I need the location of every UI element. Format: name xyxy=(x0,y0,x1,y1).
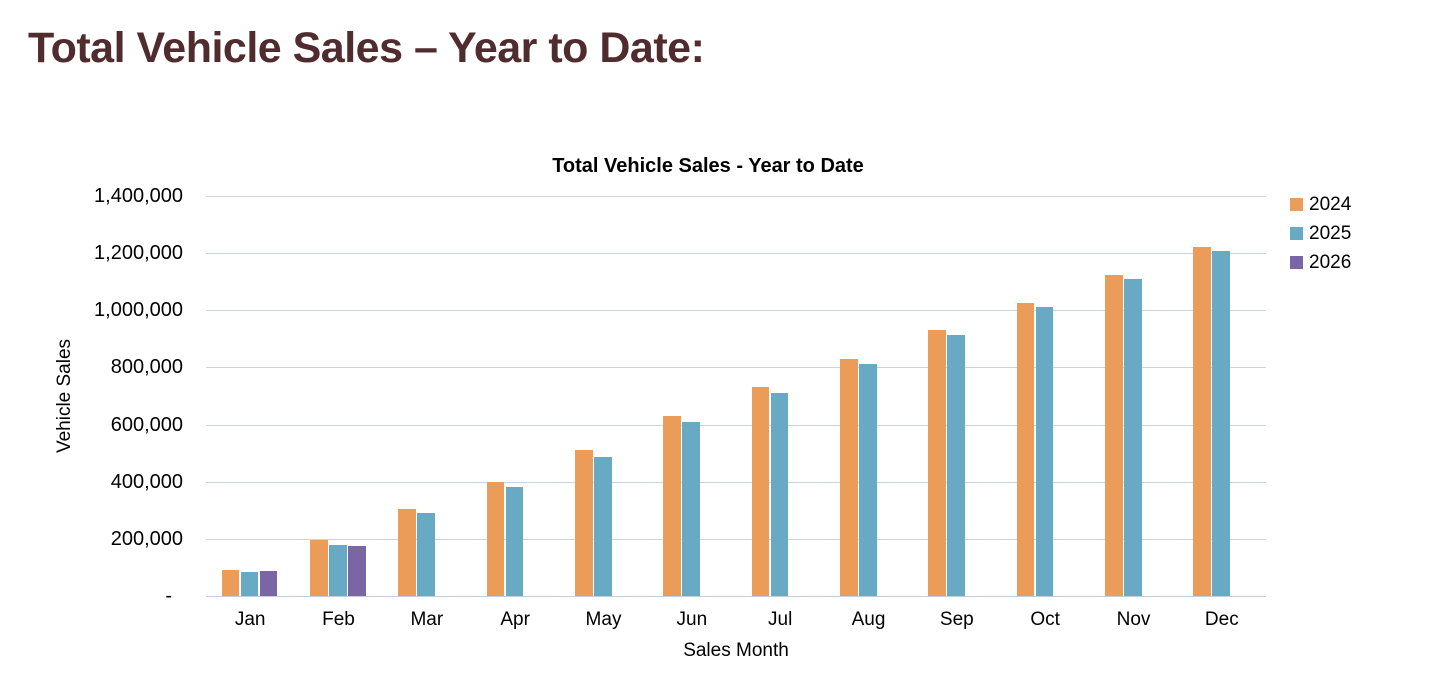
bar-2025-sep xyxy=(947,335,965,596)
x-tick-label-dec: Dec xyxy=(1204,609,1239,630)
bar-2024-aug xyxy=(840,359,858,596)
legend-label: 2026 xyxy=(1309,251,1352,273)
bar-2026-jan xyxy=(259,571,278,596)
x-tick-label-oct: Oct xyxy=(1030,609,1060,630)
y-gridline xyxy=(206,481,1266,483)
bar-2025-jul xyxy=(770,393,789,596)
x-tick-label-sep: Sep xyxy=(939,609,974,630)
legend: 2024 2025 2026 xyxy=(1290,194,1351,281)
bar-2025-jun xyxy=(682,422,700,596)
x-tick-label-jun: Jun xyxy=(676,609,708,630)
bar-2024-jun xyxy=(663,416,681,596)
y-tick-label: 1,400,000 xyxy=(94,185,183,207)
bar-2024-jul xyxy=(751,387,770,596)
x-tick-label-may: May xyxy=(585,609,622,630)
y-tick-label: 1,200,000 xyxy=(94,242,183,265)
y-gridline xyxy=(206,538,1266,540)
legend-swatch-icon xyxy=(1290,227,1303,240)
bar-2024-feb xyxy=(310,540,328,596)
legend-label: 2025 xyxy=(1309,222,1352,244)
legend-swatch-icon xyxy=(1290,198,1303,211)
bar-2024-may xyxy=(575,450,593,596)
bar-2024-jan xyxy=(221,570,240,596)
legend-item-2025: 2025 xyxy=(1290,223,1351,244)
y-tick-label: 1,000,000 xyxy=(94,299,183,322)
y-gridline xyxy=(206,196,1266,197)
bar-2025-feb xyxy=(329,545,347,596)
x-tick-label-jul: Jul xyxy=(768,609,793,630)
y-tick-label: 200,000 xyxy=(110,527,183,550)
y-tick-label: 400,000 xyxy=(110,470,183,493)
y-tick-label: - xyxy=(165,585,172,607)
bar-2025-dec xyxy=(1212,251,1230,596)
bar-2025-jan xyxy=(240,572,259,596)
bar-2025-mar xyxy=(417,513,435,596)
x-tick-label-jan: Jan xyxy=(234,609,266,630)
x-tick-label-aug: Aug xyxy=(851,609,886,630)
bar-2024-dec xyxy=(1193,247,1211,596)
x-tick-label-feb: Feb xyxy=(322,609,355,630)
bar-2025-nov xyxy=(1124,279,1142,596)
x-tick-label-mar: Mar xyxy=(410,609,444,630)
x-axis-title: Sales Month xyxy=(683,640,789,661)
legend-label: 2024 xyxy=(1309,193,1352,215)
bar-2024-nov xyxy=(1105,275,1123,596)
x-tick-label-apr: Apr xyxy=(500,609,530,630)
bar-2024-sep xyxy=(928,330,946,596)
bar-2026-feb xyxy=(348,546,366,596)
legend-item-2024: 2024 xyxy=(1290,194,1351,215)
legend-item-2026: 2026 xyxy=(1290,252,1351,273)
bar-2025-aug xyxy=(859,364,877,596)
bar-2024-oct xyxy=(1016,303,1035,596)
bar-2024-apr xyxy=(486,482,505,596)
page-title: Total Vehicle Sales – Year to Date: xyxy=(28,24,705,72)
y-tick-label: 600,000 xyxy=(110,413,183,436)
bar-2024-mar xyxy=(398,509,416,596)
y-gridline xyxy=(206,310,1266,312)
y-gridline xyxy=(206,367,1266,369)
legend-swatch-icon xyxy=(1290,256,1303,269)
x-tick-label-nov: Nov xyxy=(1116,609,1151,630)
bar-2025-oct xyxy=(1035,307,1054,596)
chart-title: Total Vehicle Sales - Year to Date xyxy=(552,155,864,177)
y-tick-label: 800,000 xyxy=(110,356,183,379)
bar-2025-apr xyxy=(505,487,524,596)
y-gridline xyxy=(206,253,1266,255)
y-gridline xyxy=(206,424,1266,426)
bar-2025-may xyxy=(594,457,612,596)
x-axis-line xyxy=(206,596,1266,597)
